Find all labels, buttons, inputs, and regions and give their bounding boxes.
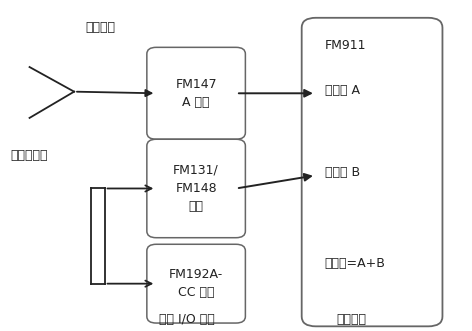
Text: 补偿导线: 补偿导线 bbox=[86, 21, 116, 34]
Text: FM147
A 模块: FM147 A 模块 bbox=[175, 78, 217, 109]
FancyBboxPatch shape bbox=[147, 244, 245, 323]
FancyBboxPatch shape bbox=[147, 47, 245, 139]
Text: 实际值=A+B: 实际值=A+B bbox=[325, 258, 386, 270]
Text: 补偿值 B: 补偿值 B bbox=[325, 166, 360, 178]
Text: FM911: FM911 bbox=[325, 39, 366, 52]
Text: FM131/
FM148
模块: FM131/ FM148 模块 bbox=[173, 164, 219, 213]
FancyBboxPatch shape bbox=[147, 139, 245, 238]
Text: FM192A-
CC 模块: FM192A- CC 模块 bbox=[169, 268, 223, 299]
Text: 现场热电偶: 现场热电偶 bbox=[11, 149, 48, 162]
FancyBboxPatch shape bbox=[302, 18, 442, 326]
Text: 采样值 A: 采样值 A bbox=[325, 83, 360, 97]
Text: 柜内 I/O 设备: 柜内 I/O 设备 bbox=[159, 313, 215, 326]
Text: 主控单元: 主控单元 bbox=[336, 313, 366, 326]
